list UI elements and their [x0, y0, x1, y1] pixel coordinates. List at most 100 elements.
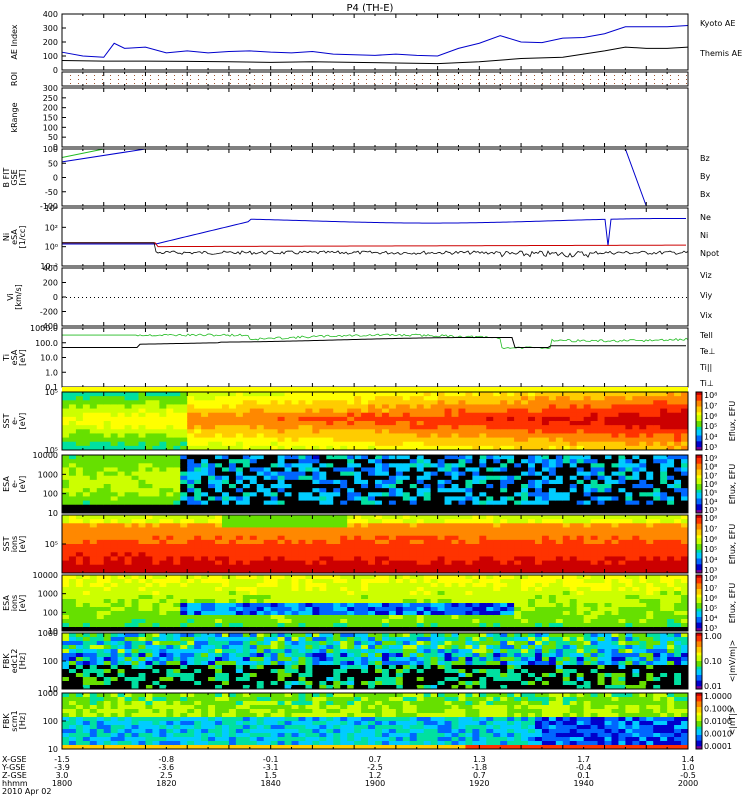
roi-dot [622, 83, 623, 84]
spectro-cell [326, 459, 334, 464]
spectro-cell [228, 404, 237, 410]
spectro-cell [402, 515, 411, 520]
spectro-cell [507, 433, 515, 439]
spectro-cell [632, 515, 640, 520]
spectro-cell [340, 564, 348, 570]
spectro-cell [562, 519, 571, 524]
spectro-cell [368, 544, 376, 549]
zero-line-dot [238, 297, 239, 298]
spectro-cell [62, 441, 70, 447]
spectro-cell [472, 523, 480, 528]
spectro-cell [451, 455, 459, 460]
spectro-cell [521, 556, 529, 562]
zero-line-dot [178, 297, 179, 298]
ytick-label: 10⁰ [45, 243, 58, 252]
spectro-cell [68, 623, 77, 628]
spectro-cell [354, 539, 362, 545]
spectro-cell [305, 527, 313, 533]
spectro-cell [541, 412, 550, 418]
spectro-cell [347, 488, 355, 493]
spectro-cell [277, 519, 286, 524]
spectro-cell [187, 455, 195, 460]
spectro-cell [674, 475, 682, 481]
spectro-cell [159, 400, 167, 405]
spectro-cell [590, 479, 599, 485]
spectro-cell [208, 455, 216, 460]
spectro-cell [604, 548, 612, 553]
spectro-cell [180, 475, 188, 481]
spectro-cell [68, 392, 77, 397]
spectro-cell [326, 523, 334, 528]
spectro-cell [201, 539, 209, 545]
spectro-cell [110, 527, 119, 533]
spectro-cell [381, 475, 390, 481]
spectro-cell [82, 471, 91, 477]
spectro-cell [312, 568, 320, 574]
spectro-cell [437, 479, 446, 485]
spectro-cell [639, 500, 647, 506]
spectro-cell [194, 459, 202, 464]
spectro-cell [256, 421, 265, 426]
spectro-cell [528, 544, 536, 549]
spectro-cell [235, 433, 244, 439]
spectro-cell [159, 519, 167, 524]
spectro-cell [298, 523, 306, 528]
spectro-cell [674, 539, 682, 545]
spectro-cell [660, 531, 668, 537]
spectro-cell [423, 568, 432, 574]
spectro-cell [618, 437, 626, 443]
spectro-cell [96, 544, 105, 549]
zero-line-dot [318, 297, 319, 298]
spectro-cell [444, 515, 453, 520]
spectro-cell [256, 519, 265, 524]
spectro-cell [528, 416, 536, 422]
spectro-cell [667, 396, 675, 401]
spectro-cell [103, 531, 112, 537]
spectro-cell [277, 527, 286, 533]
spectro-cell [555, 421, 564, 426]
spectro-cell [500, 515, 508, 520]
roi-dot [374, 83, 375, 84]
spectro-cell [249, 544, 258, 549]
spectro-cell [451, 441, 459, 447]
spectro-cell [103, 471, 112, 477]
spectro-cell [215, 408, 223, 414]
roi-dot [670, 83, 671, 84]
spectro-cell [89, 619, 98, 624]
spectro-cell [221, 519, 230, 524]
spectro-cell [444, 519, 453, 524]
spectro-cell [242, 463, 251, 468]
spectro-cell [576, 560, 585, 566]
spectro-cell [375, 560, 383, 566]
spectro-cell [479, 500, 487, 506]
spectro-cell [347, 504, 355, 510]
spectro-cell [68, 412, 77, 418]
spectro-cell [138, 479, 146, 485]
spectro-cell [187, 488, 195, 493]
spectro-cell [444, 425, 453, 430]
zero-line-dot [298, 297, 299, 298]
spectro-cell [555, 408, 564, 414]
spectro-cell [507, 492, 515, 497]
zero-line-dot [370, 297, 371, 298]
spectro-cell [166, 527, 174, 533]
spectro-cell [590, 445, 599, 451]
spectro-cell [180, 556, 188, 562]
spectro-cell [68, 591, 77, 596]
spectro-cell [653, 508, 661, 514]
roi-dot [398, 79, 399, 80]
spectro-cell [653, 504, 661, 510]
spectro-cell [194, 475, 202, 481]
spectro-cell [117, 408, 126, 414]
spectro-cell [500, 564, 508, 570]
spectro-cell [667, 459, 675, 464]
spectro-cell [68, 475, 77, 481]
spectro-cell [604, 560, 612, 566]
spectro-cell [103, 544, 112, 549]
spectro-cell [541, 459, 550, 464]
spectro-cell [187, 579, 195, 584]
spectro-cell [138, 564, 146, 570]
spectro-cell [326, 455, 334, 460]
spectro-cell [465, 508, 473, 514]
spectro-cell [388, 479, 397, 485]
